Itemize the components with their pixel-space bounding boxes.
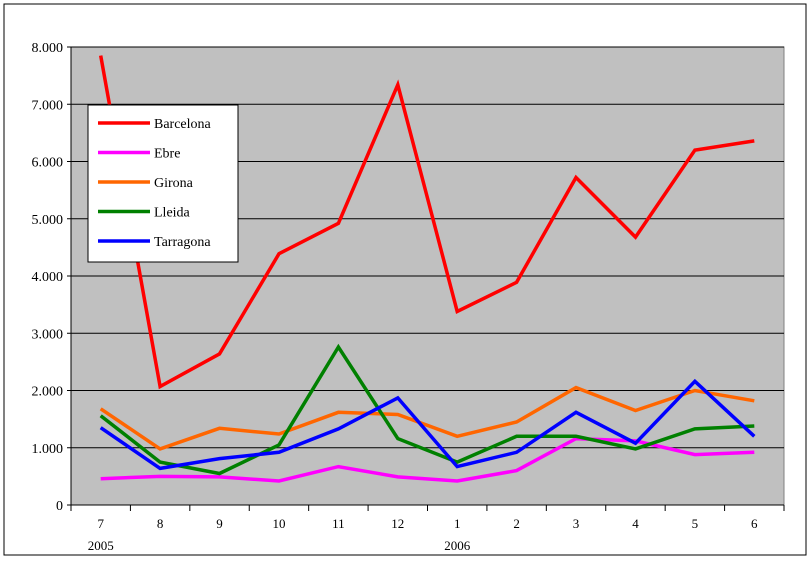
x-tick-label: 1 bbox=[454, 516, 461, 531]
x-tick-label: 3 bbox=[573, 516, 580, 531]
series-line-barcelona bbox=[98, 55, 755, 390]
y-tick-label: 6.000 bbox=[32, 156, 64, 171]
x-tick-label: 10 bbox=[272, 516, 285, 531]
x-tick-label: 12 bbox=[391, 516, 404, 531]
x-tick-label: 2 bbox=[513, 516, 520, 531]
legend-label: Barcelona bbox=[154, 117, 212, 132]
series-line-ebre bbox=[100, 436, 755, 483]
y-tick-label: 0 bbox=[56, 499, 63, 514]
y-tick-label: 3.000 bbox=[32, 327, 64, 342]
x-tick-label: 7 bbox=[97, 516, 104, 531]
x-tick-label: 9 bbox=[216, 516, 223, 531]
series-line-tarragona bbox=[99, 378, 756, 471]
legend: Barcelona Ebre Girona Lleida Tarragona bbox=[87, 104, 239, 263]
x-tick-label: 8 bbox=[157, 516, 164, 531]
y-axis: 0 1.000 2.000 3.000 4.000 5.000 6.000 7.000 8.00… bbox=[32, 41, 72, 514]
legend-label: Lleida bbox=[154, 206, 191, 221]
legend-label: Ebre bbox=[154, 147, 180, 162]
x-tick-label: 6 bbox=[751, 516, 758, 531]
x-tick-label: 4 bbox=[632, 516, 639, 531]
legend-label: Girona bbox=[154, 176, 194, 191]
y-tick-label: 4.000 bbox=[32, 270, 64, 285]
x-tick-label: 5 bbox=[692, 516, 699, 531]
y-tick-label: 5.000 bbox=[32, 213, 64, 228]
year-label: 2005 bbox=[88, 538, 114, 553]
y-tick-label: 8.000 bbox=[32, 41, 64, 56]
y-tick-label: 2.000 bbox=[32, 385, 64, 400]
legend-label: Tarragona bbox=[154, 235, 211, 250]
x-tick-label: 11 bbox=[332, 516, 345, 531]
series-lines bbox=[98, 55, 756, 483]
y-tick-label: 1.000 bbox=[32, 442, 64, 457]
series-line-girona bbox=[99, 385, 755, 451]
year-label: 2006 bbox=[444, 538, 471, 553]
y-tick-label: 7.000 bbox=[32, 98, 64, 113]
series-line-lleida bbox=[99, 343, 755, 476]
